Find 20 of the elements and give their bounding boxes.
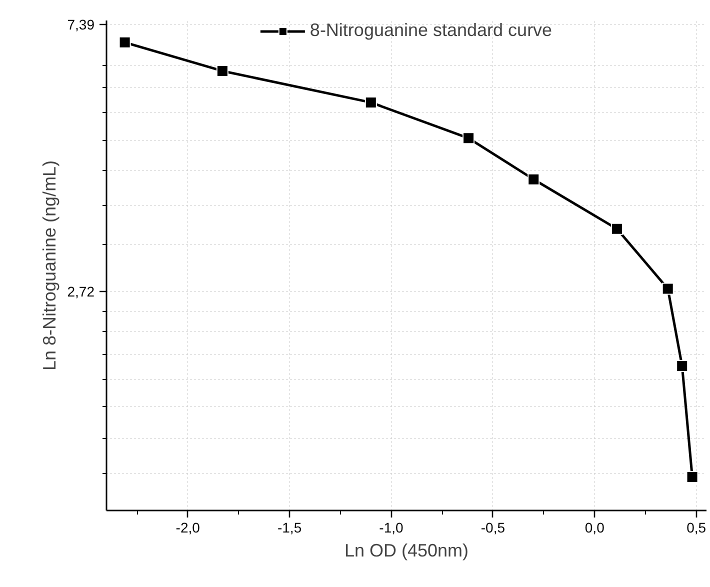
- point: [662, 282, 674, 295]
- x-tick-label: -0,5: [480, 520, 506, 536]
- point: [686, 471, 698, 484]
- point: [676, 360, 688, 372]
- point: [118, 36, 131, 48]
- x-tick-label: 0,0: [584, 520, 605, 536]
- y-tick-label: 7,39: [67, 16, 95, 32]
- point: [528, 173, 540, 186]
- point: [611, 222, 624, 235]
- legend-label: 8-Nitroguanine standard curve: [310, 20, 552, 41]
- x-tick-label: 0,5: [686, 520, 706, 536]
- y-axis-title: Ln 8-Nitroguanine (ng/mL): [39, 160, 60, 371]
- x-tick-label: -2,0: [176, 520, 200, 536]
- x-tick-label: -1,0: [379, 520, 404, 536]
- point: [462, 132, 475, 144]
- point: [364, 96, 377, 108]
- y-tick-label: 2,72: [67, 284, 95, 300]
- x-tick-label: -1,5: [277, 520, 302, 536]
- point: [216, 64, 228, 77]
- x-axis-title: Ln OD (450nm): [344, 540, 469, 560]
